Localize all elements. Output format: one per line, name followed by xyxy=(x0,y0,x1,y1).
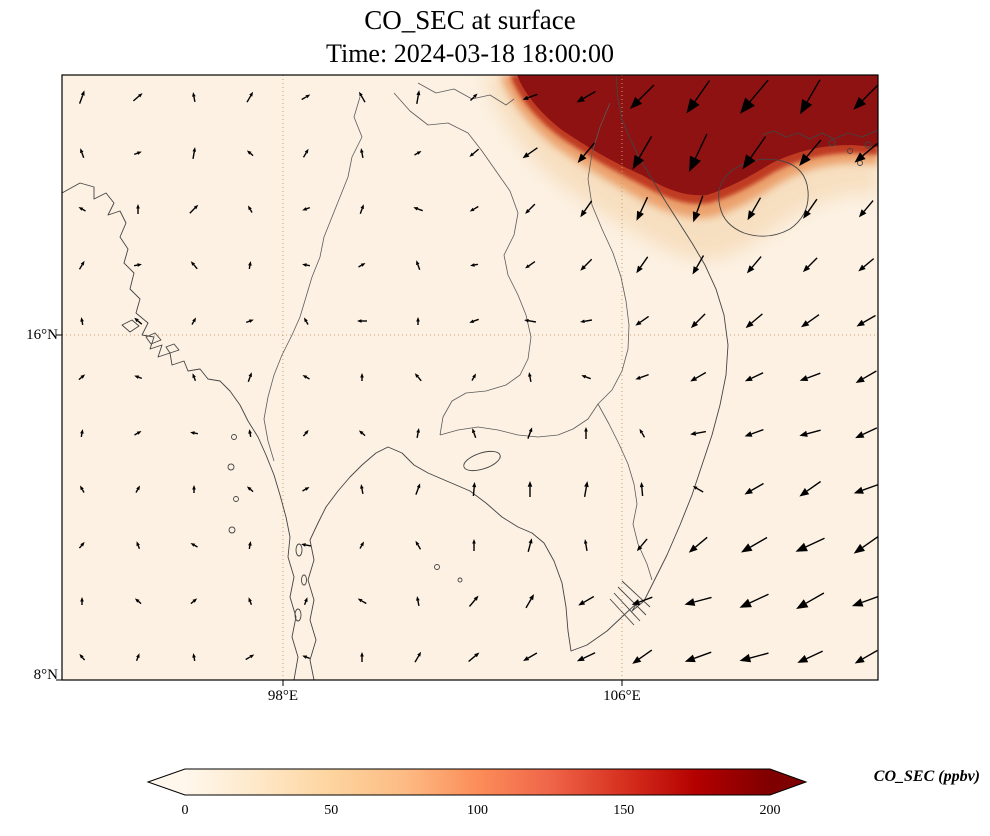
coastal-island xyxy=(301,574,307,586)
gulf-island xyxy=(434,564,440,570)
tonkin-island xyxy=(828,139,836,147)
coastal-island xyxy=(294,608,302,622)
wind-quiver-layer xyxy=(78,79,878,664)
axis-tick-marks xyxy=(56,334,623,686)
colorbar: 0 50 100 150 200 xyxy=(146,768,808,818)
chart-subtitle: Time: 2024-03-18 18:00:00 xyxy=(326,39,614,68)
gulf-island xyxy=(457,577,463,583)
coastline-gulf-vietnam xyxy=(307,75,729,680)
colorbar-bar xyxy=(146,768,808,796)
border-cambodia-north xyxy=(439,403,599,438)
ytick-label-16n: 16°N xyxy=(26,327,58,343)
delta-islets xyxy=(121,319,180,354)
andaman-island xyxy=(231,434,237,440)
colorbar-label: CO_SEC (ppbv) xyxy=(873,768,980,785)
colorbar-tick-labels: 0 50 100 150 200 xyxy=(182,803,781,818)
xtick-label-106e: 106°E xyxy=(603,688,641,704)
country-borders xyxy=(263,82,653,581)
coastlines xyxy=(62,75,878,680)
chart-title: CO_SEC at surface xyxy=(364,5,576,35)
phuket-island xyxy=(295,543,303,557)
tonkin-island xyxy=(847,148,853,154)
lake-tonle-sap xyxy=(463,450,501,472)
co-plume xyxy=(482,75,878,260)
co-plume-core xyxy=(517,75,878,196)
colorbar-tick-label: 100 xyxy=(467,803,488,818)
map-border xyxy=(61,74,879,681)
tonkin-island xyxy=(864,141,872,149)
andaman-island xyxy=(227,463,235,471)
ytick-label-8n: 8°N xyxy=(33,667,58,683)
mekong-channels xyxy=(609,580,651,626)
border-myanmar-thailand xyxy=(263,96,363,462)
graticule xyxy=(62,75,878,680)
map-canvas xyxy=(56,74,879,686)
colorbar-tick-label: 200 xyxy=(760,803,781,818)
colorbar-tick-label: 150 xyxy=(613,803,634,818)
colorbar-tick-label: 50 xyxy=(324,803,338,818)
coastline-china xyxy=(761,129,878,140)
colorbar-tick-label: 0 xyxy=(182,803,189,818)
border-thailand-laos xyxy=(393,92,532,436)
border-vietnam-west xyxy=(587,102,653,581)
island-hainan xyxy=(718,158,809,237)
andaman-island xyxy=(233,496,239,502)
xtick-label-98e: 98°E xyxy=(267,688,299,704)
andaman-island xyxy=(228,526,236,534)
